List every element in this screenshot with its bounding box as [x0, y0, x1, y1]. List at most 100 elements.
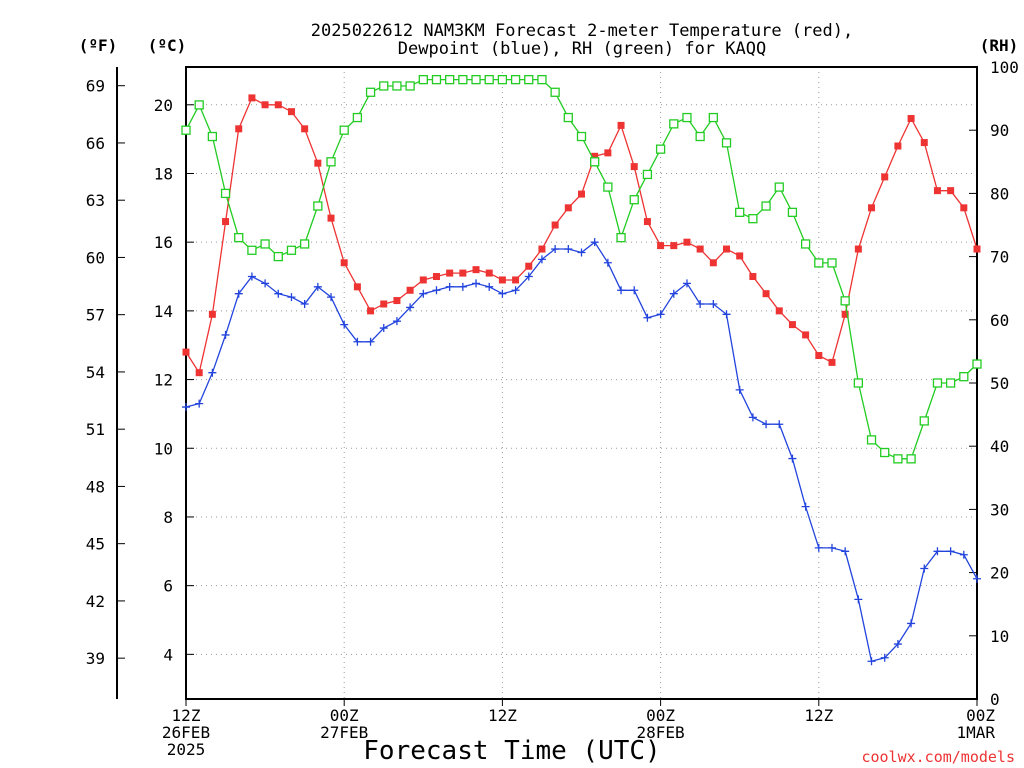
rh-tick-label: 20 [990, 564, 1009, 583]
x-tick-label: 26FEB [162, 723, 210, 742]
dewpoint-point [920, 564, 929, 573]
temperature-point [749, 273, 757, 281]
rh-unit-label: (RH) [980, 36, 1019, 55]
rh-point [603, 182, 613, 192]
rh-point [761, 201, 771, 211]
rh-point [326, 157, 336, 167]
rh-point [273, 251, 283, 262]
temperature-point [380, 300, 388, 308]
rh-tick-label: 80 [990, 184, 1009, 203]
rh-point [787, 207, 798, 218]
dewpoint-point [392, 317, 401, 326]
rh-point [800, 239, 811, 249]
rh-point [550, 87, 560, 97]
temperature-point [208, 310, 216, 318]
dewpoint-point [511, 286, 520, 295]
temperature-point [314, 159, 322, 167]
rh-point [814, 258, 824, 268]
chart-title-line1: 2025022612 NAM3KM Forecast 2-meter Tempe… [311, 21, 853, 41]
celsius-tick-label: 18 [154, 164, 173, 183]
dewpoint-point [366, 337, 375, 346]
dewpoint-point [656, 310, 665, 319]
temperature-point [327, 214, 335, 222]
dewpoint-point [682, 279, 691, 288]
rh-point [669, 119, 679, 129]
dewpoint-point [274, 289, 283, 298]
dewpoint-point [432, 286, 441, 295]
rh-point [919, 416, 929, 426]
fahrenheit-tick-label: 54 [86, 363, 105, 382]
rh-point [563, 112, 573, 123]
dewpoint-point [379, 324, 388, 333]
x-tick-label: 12Z [804, 706, 833, 725]
fahrenheit-tick-label: 45 [86, 535, 105, 554]
dewpoint-point [814, 543, 823, 552]
rh-point [247, 245, 257, 255]
dewpoint-point [696, 300, 705, 308]
rh-tick-label: 60 [990, 311, 1009, 330]
dewpoint-point [195, 399, 204, 408]
dewpoint-point [590, 238, 599, 247]
dewpoint-point [722, 310, 731, 319]
rh-point [708, 112, 718, 123]
dewpoint-point [801, 502, 810, 511]
rh-point [721, 138, 732, 148]
temperature-point [933, 187, 941, 195]
temperature-point [301, 125, 309, 133]
temperature-point [696, 245, 704, 253]
rh-point [484, 74, 494, 85]
x-tick-label: 1MAR [956, 723, 995, 742]
temperature-point [907, 115, 915, 123]
temperature-point [182, 348, 190, 356]
fahrenheit-tick-label: 51 [86, 420, 105, 439]
rh-point [234, 232, 244, 243]
rh-tick-label: 50 [990, 374, 1009, 393]
dewpoint-point [445, 282, 454, 291]
dewpoint-point [524, 272, 533, 281]
dewpoint-point [261, 279, 270, 288]
fahrenheit-tick-label: 66 [86, 134, 105, 153]
temperature-point [459, 269, 467, 277]
rh-tick-label: 40 [990, 437, 1009, 456]
celsius-tick-label: 6 [163, 577, 173, 596]
rh-point [576, 131, 587, 142]
rh-point [774, 182, 784, 192]
temperature-point [630, 163, 638, 171]
celsius-tick-label: 4 [163, 645, 173, 664]
dewpoint-point [827, 543, 836, 552]
temperature-point [261, 101, 269, 109]
temperature-point [235, 125, 243, 133]
rh-point [695, 131, 705, 142]
temperature-point [551, 221, 559, 229]
temperature-point [419, 276, 427, 284]
dewpoint-point [867, 657, 876, 666]
temperature-point [367, 307, 375, 315]
dewpoint-point [551, 245, 560, 254]
celsius-tick-label: 20 [154, 96, 173, 115]
dewpoint-point [406, 303, 415, 312]
x-tick-label: 28FEB [637, 723, 685, 742]
temperature-point [406, 286, 414, 294]
fahrenheit-tick-label: 42 [86, 592, 105, 611]
dewpoint-point [788, 454, 797, 463]
rh-point [524, 74, 534, 85]
temperature-point [432, 273, 440, 281]
temperature-point [683, 238, 691, 246]
dewpoint-point [841, 547, 850, 556]
dewpoint-point [287, 293, 296, 302]
dewpoint-point [973, 574, 981, 583]
dewpoint-point [854, 595, 863, 604]
dewpoint-point [221, 330, 230, 339]
dewpoint-point [603, 258, 612, 267]
axes [116, 66, 978, 700]
rh-point [893, 454, 903, 464]
rh-tick-label: 30 [990, 500, 1009, 519]
celsius-tick-label: 16 [154, 233, 173, 252]
dewpoint-point [472, 279, 481, 288]
dewpoint-point [762, 420, 771, 429]
rh-point [655, 144, 666, 154]
temperature-point [485, 269, 493, 277]
dewpoint-point [300, 300, 309, 308]
fahrenheit-unit-label: (ºF) [79, 36, 118, 55]
